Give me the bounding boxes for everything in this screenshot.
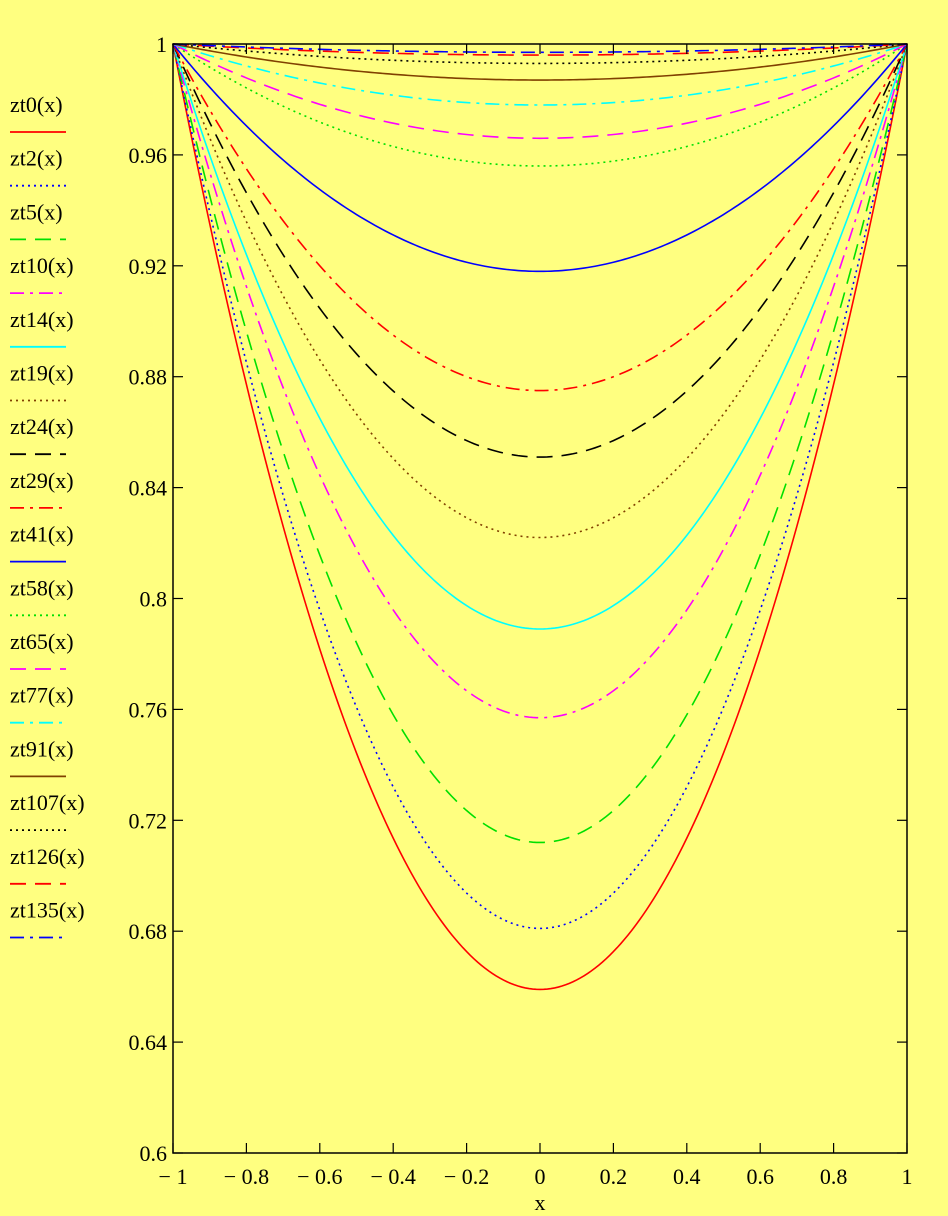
y-tick-label: 0.92 [129,254,168,279]
legend-entry: zt5(x) [10,199,66,241]
series-line-zt41 [172,43,908,273]
legend-label: zt135(x) [10,898,85,923]
legend-entry: zt77(x) [10,683,74,724]
curves-layer [172,43,908,991]
axes-layer: − 1 − 0.8 − 0.6 − 0.4 − 0.2 0 0.2 0.4 0.6 0.8 1 0.6… [129,32,913,1189]
legend-label: zt14(x) [10,307,74,332]
x-tick-label: 0.2 [600,1164,628,1189]
y-tick-label: 0.88 [129,365,168,390]
legend-entry: zt2(x) [10,146,66,187]
y-tick-label: 0.96 [129,143,168,168]
legend-label: zt2(x) [10,146,63,171]
legend-label: zt41(x) [10,522,74,547]
y-tick-label: 0.8 [140,587,168,612]
x-tick-label: − 0.6 [297,1164,342,1189]
x-tick-label: − 0.2 [444,1164,489,1189]
legend-label: zt65(x) [10,629,74,654]
y-tick-label: 0.64 [129,1030,168,1055]
series-line-zt65 [172,43,908,140]
legend-entry: zt135(x) [10,898,85,939]
legend-entry: zt107(x) [10,790,85,831]
x-tick-label: 0.8 [820,1164,848,1189]
legend-entry: zt91(x) [10,736,74,778]
series-line-zt24 [172,43,908,458]
series-line-zt19 [172,43,908,539]
series-line-zt107 [172,43,908,65]
series-line-zt135 [172,43,908,54]
legend-entry: zt24(x) [10,414,74,456]
legend-label: zt58(x) [10,575,74,600]
x-tick-label: 0.4 [673,1164,701,1189]
legend-entry: zt58(x) [10,575,74,617]
x-tick-label: − 0.8 [224,1164,269,1189]
series-line-zt0 [172,43,908,991]
y-tick-label: 0.76 [129,697,168,722]
legend-entry: zt0(x) [10,92,66,133]
x-tick-label: − 1 [159,1164,188,1189]
y-tick-label: 0.6 [140,1141,168,1166]
series-line-zt91 [172,43,908,81]
series-line-zt126 [172,43,908,56]
series-line-zt14 [172,43,908,630]
y-tick-label: 0.84 [129,476,168,501]
x-tick-label: 1 [902,1164,913,1189]
legend-label: zt0(x) [10,92,63,117]
legend-label: zt19(x) [10,361,74,386]
legend-entry: zt126(x) [10,844,85,885]
y-tick-label: 0.72 [129,808,168,833]
legend-label: zt77(x) [10,683,74,708]
legend-entry: zt41(x) [10,522,74,563]
legend-label: zt107(x) [10,790,85,815]
legend-label: zt5(x) [10,199,63,224]
y-tick-label: 0.68 [129,919,168,944]
series-line-zt29 [172,43,908,392]
legend-label: zt24(x) [10,414,74,439]
legend-entry: zt19(x) [10,361,74,402]
y-tick-label: 1 [156,32,167,57]
x-tick-label: − 0.4 [370,1164,415,1189]
series-line-zt5 [172,43,908,844]
series-line-zt77 [172,43,908,106]
legend-entry: zt65(x) [10,629,74,670]
legend-label: zt29(x) [10,468,74,493]
legend-entry: zt29(x) [10,468,74,509]
legend-entry: zt14(x) [10,307,74,348]
legend-label: zt10(x) [10,253,74,278]
legend-label: zt126(x) [10,844,85,869]
x-axis-title: x [535,1190,546,1215]
legend-entry: zt10(x) [10,253,74,295]
legend: zt0(x) zt2(x) zt5(x) zt10(x) zt14(x) zt19(x) z… [10,92,85,939]
x-tick-label: 0 [535,1164,546,1189]
legend-label: zt91(x) [10,736,74,761]
x-tick-label: 0.6 [746,1164,774,1189]
